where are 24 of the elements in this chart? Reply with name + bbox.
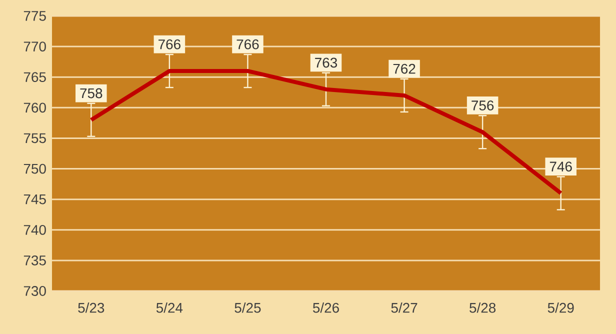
y-tick-label: 735: [24, 255, 46, 266]
x-tick-label: 5/24: [156, 302, 183, 313]
y-tick-label: 750: [24, 164, 46, 174]
y-tick-label: 740: [24, 224, 46, 235]
y-tick-label: 760: [24, 102, 46, 113]
data-label: 756: [472, 100, 494, 110]
x-tick-label: 5/23: [78, 302, 104, 313]
x-tick-label: 5/26: [312, 302, 339, 313]
data-label: 766: [158, 39, 180, 50]
data-label: 758: [80, 88, 102, 98]
x-tick-label: 5/28: [470, 302, 496, 313]
y-tick-label: 770: [24, 42, 46, 52]
y-tick-label: 730: [24, 286, 46, 296]
x-tick-label: 5/29: [548, 302, 574, 313]
x-tick-label: 5/25: [234, 302, 261, 313]
data-label: 766: [236, 39, 259, 50]
x-tick-label: 5/27: [391, 302, 418, 313]
data-label: 763: [315, 58, 338, 68]
data-label: 746: [550, 162, 572, 172]
data-label: 762: [393, 64, 416, 74]
y-tick-label: 765: [24, 72, 46, 82]
y-tick-label: 745: [24, 194, 46, 204]
y-tick-label: 755: [24, 133, 46, 144]
y-tick-label: 775: [24, 11, 46, 21]
